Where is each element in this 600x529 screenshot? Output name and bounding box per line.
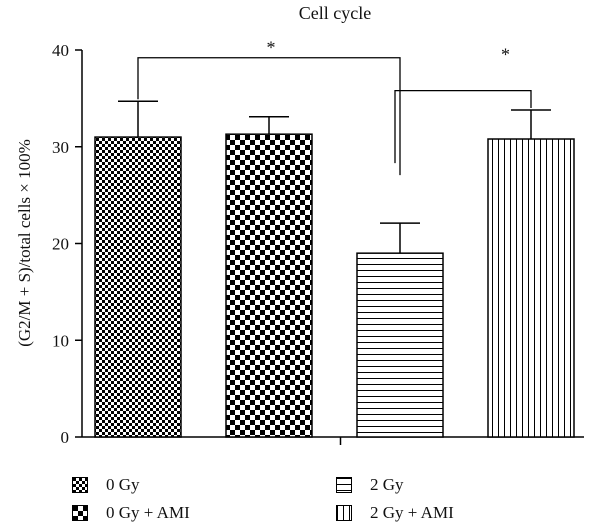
legend-item-3: 2 Gy + AMI — [336, 502, 454, 524]
legend-swatch-1 — [72, 505, 88, 521]
legend-swatch-2 — [336, 477, 352, 493]
y-tick-label-4: 40 — [52, 41, 69, 60]
legend: 0 Gy 0 Gy + AMI 2 Gy 2 Gy + AMI — [0, 474, 600, 529]
bar-3 — [487, 138, 575, 438]
legend-item-1: 0 Gy + AMI — [72, 502, 190, 524]
y-tick-label-2: 20 — [52, 235, 69, 254]
legend-label-0: 0 Gy — [106, 475, 140, 494]
chart-title: Cell cycle — [299, 3, 371, 23]
legend-swatch-3 — [336, 505, 352, 521]
legend-label-2: 2 Gy — [370, 475, 404, 494]
bar-1 — [225, 133, 313, 438]
y-tick-label-3: 30 — [52, 138, 69, 157]
bar-chart: Cell cycle (G2/M + S)/total cells × 100%… — [15, 3, 584, 447]
legend-swatch-0 — [72, 477, 88, 493]
y-tick-label-0: 0 — [61, 428, 70, 447]
legend-label-3: 2 Gy + AMI — [370, 503, 454, 522]
bar-0 — [94, 136, 182, 438]
bar-2 — [356, 252, 444, 438]
significance-bracket-1 — [394, 89, 532, 164]
significance-label-0: * — [267, 38, 276, 58]
significance-label-1: * — [501, 45, 510, 65]
significance-bracket-0 — [137, 57, 401, 176]
y-axis-label: (G2/M + S)/total cells × 100% — [15, 139, 34, 347]
legend-item-2: 2 Gy — [336, 474, 404, 496]
y-tick-label-1: 10 — [52, 331, 69, 350]
legend-item-0: 0 Gy — [72, 474, 140, 496]
legend-label-1: 0 Gy + AMI — [106, 503, 190, 522]
